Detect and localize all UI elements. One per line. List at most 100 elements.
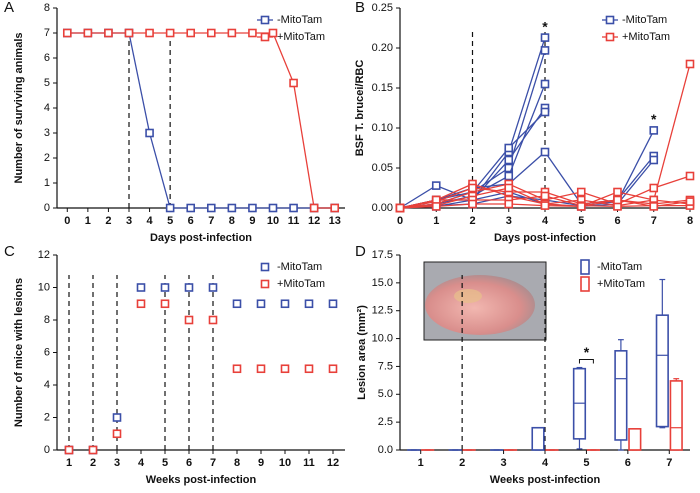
data-point xyxy=(232,299,242,309)
legend-label: -MitoTam xyxy=(597,261,642,273)
data-point xyxy=(504,183,514,193)
x-tick-label: 12 xyxy=(308,215,320,227)
inset-photo xyxy=(423,261,547,341)
data-point xyxy=(145,28,154,38)
y-tick-label: 6 xyxy=(44,52,50,64)
x-tick-label: 8 xyxy=(234,457,240,469)
x-tick-label: 7 xyxy=(651,215,657,227)
data-point xyxy=(268,203,278,213)
data-point xyxy=(540,191,550,201)
y-tick-label: 0.00 xyxy=(372,202,393,214)
data-point xyxy=(248,203,257,213)
y-tick-label: 7.5 xyxy=(378,360,393,372)
annotation: * xyxy=(542,18,548,34)
box xyxy=(669,380,683,451)
x-tick-label: 5 xyxy=(167,215,173,227)
x-tick-label: 12 xyxy=(327,457,339,469)
data-point xyxy=(208,315,218,325)
data-point xyxy=(206,28,216,38)
y-axis-label: Number of mice with lesions xyxy=(13,278,25,427)
x-tick-label: 11 xyxy=(303,457,315,469)
data-point xyxy=(649,202,659,211)
annotation: * xyxy=(584,344,590,360)
y-tick-label: 15.0 xyxy=(372,277,393,289)
data-point xyxy=(136,299,146,309)
x-tick-label: 8 xyxy=(229,215,235,227)
x-tick-label: 3 xyxy=(114,457,120,469)
legend-label: +MitoTam xyxy=(622,31,670,43)
x-tick-label: 3 xyxy=(126,215,132,227)
data-point xyxy=(165,203,175,213)
data-point xyxy=(431,181,441,190)
x-tick-label: 6 xyxy=(188,215,194,227)
data-point xyxy=(649,126,659,135)
x-axis-label: Weeks post-infection xyxy=(490,474,601,486)
data-point xyxy=(289,203,298,213)
legend-marker xyxy=(580,276,590,292)
y-tick-label: 10 xyxy=(38,281,50,293)
y-axis-label: Number of surviving animals xyxy=(13,33,25,184)
data-point xyxy=(649,183,659,193)
data-point xyxy=(504,155,514,165)
legend-marker xyxy=(580,259,590,275)
data-point xyxy=(504,143,514,153)
data-point xyxy=(468,199,477,209)
x-tick-label: 4 xyxy=(138,457,145,469)
data-point xyxy=(576,187,586,197)
x-tick-label: 1 xyxy=(433,215,439,227)
data-point xyxy=(206,203,216,213)
x-tick-label: 8 xyxy=(687,215,693,227)
x-tick-label: 5 xyxy=(162,457,168,469)
data-point xyxy=(227,28,237,38)
y-tick-label: 8 xyxy=(44,2,50,14)
legend-marker xyxy=(260,15,270,25)
data-point xyxy=(304,364,314,374)
data-point xyxy=(685,59,695,69)
y-tick-label: 0.25 xyxy=(372,2,393,14)
x-axis-label: Days post-infection xyxy=(494,232,596,244)
data-point xyxy=(431,202,441,211)
data-point xyxy=(64,445,74,455)
data-point xyxy=(227,203,237,213)
data-point xyxy=(540,201,550,210)
box xyxy=(531,426,545,451)
x-tick-label: 5 xyxy=(583,457,589,469)
y-axis-label: Lesion area (mm²) xyxy=(356,305,368,400)
x-axis-label: Weeks post-infection xyxy=(146,474,257,486)
x-tick-label: 2 xyxy=(459,457,465,469)
data-point xyxy=(136,283,146,292)
series-line xyxy=(67,32,335,209)
y-tick-label: 2 xyxy=(44,152,50,164)
x-tick-label: 3 xyxy=(501,457,507,469)
data-point xyxy=(165,28,175,38)
y-tick-label: 0.20 xyxy=(372,42,393,54)
x-tick-label: 6 xyxy=(625,457,631,469)
box xyxy=(614,350,628,441)
x-tick-label: 0 xyxy=(397,215,403,227)
y-tick-label: 1 xyxy=(44,177,50,189)
y-tick-label: 4 xyxy=(44,102,50,114)
data-point xyxy=(186,203,196,213)
data-point xyxy=(232,364,242,374)
data-point xyxy=(112,413,122,422)
x-tick-label: 4 xyxy=(542,215,549,227)
box xyxy=(628,428,642,451)
box xyxy=(655,314,669,428)
x-tick-label: 0 xyxy=(64,215,70,227)
data-point xyxy=(395,203,405,213)
data-point xyxy=(504,171,514,181)
data-point xyxy=(540,46,550,55)
data-point xyxy=(540,147,550,157)
data-point xyxy=(613,195,622,205)
data-point xyxy=(104,28,113,38)
data-point xyxy=(540,107,550,117)
x-tick-label: 1 xyxy=(85,215,91,227)
x-tick-label: 9 xyxy=(249,215,255,227)
data-point xyxy=(289,78,298,88)
legend-marker xyxy=(605,15,615,25)
y-tick-label: 6 xyxy=(44,346,50,358)
x-tick-label: 10 xyxy=(267,215,279,227)
data-point xyxy=(184,283,194,292)
legend-marker xyxy=(605,32,615,42)
